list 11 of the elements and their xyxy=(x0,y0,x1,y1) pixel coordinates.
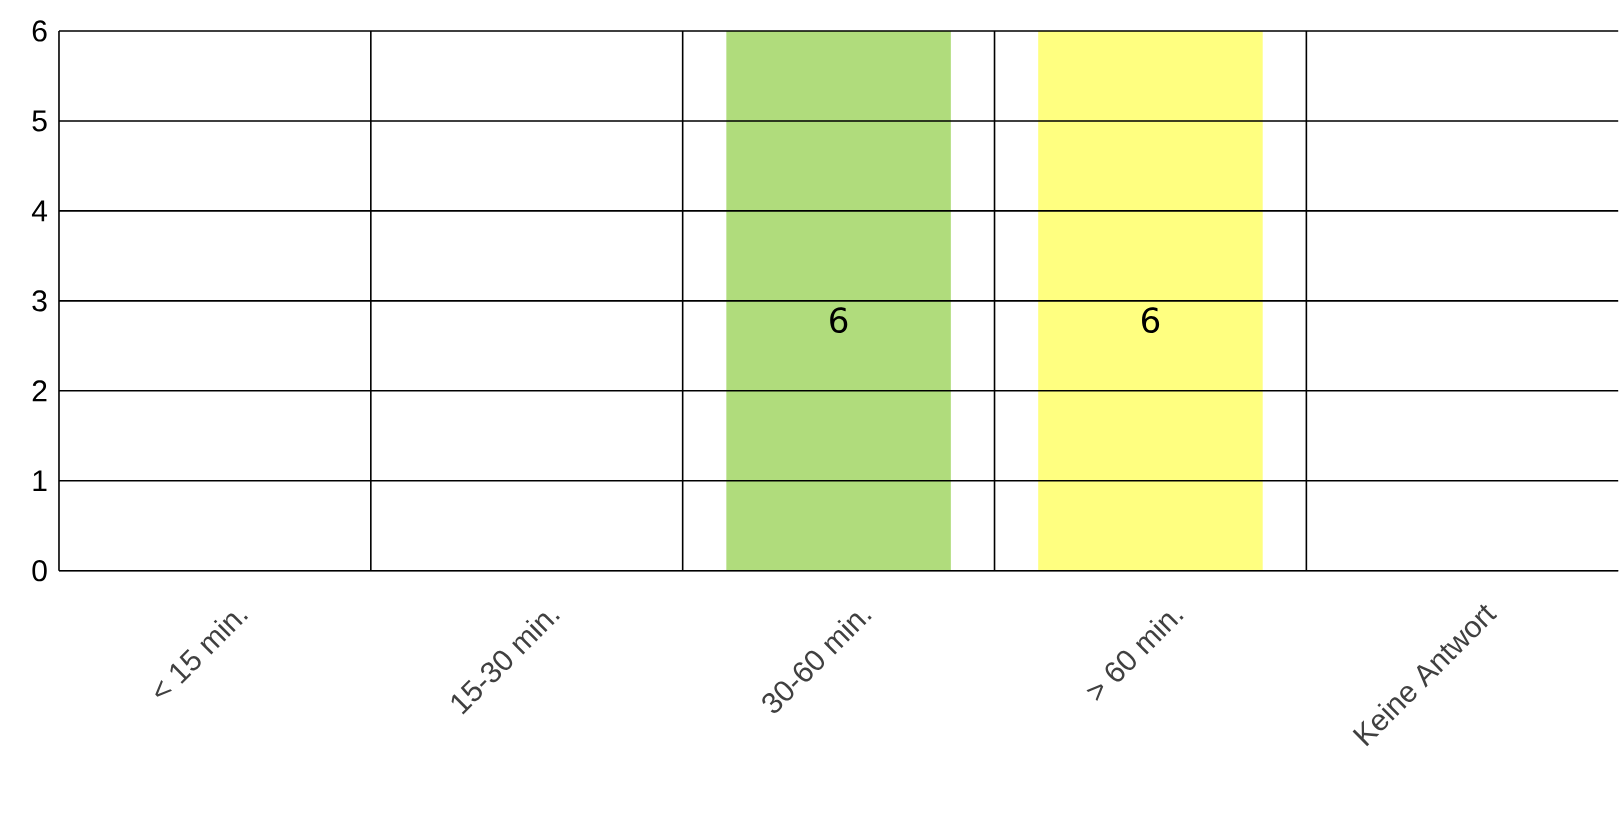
y-tick-label: 2 xyxy=(32,380,47,402)
y-tick-label: 3 xyxy=(32,290,47,312)
x-tick-label: < 15 min. xyxy=(155,613,249,697)
data-label: 6 xyxy=(830,307,848,334)
y-tick-label: 4 xyxy=(31,200,48,222)
data-label: 6 xyxy=(1142,307,1160,334)
y-tick-label: 0 xyxy=(32,560,47,582)
y-tick-label: 5 xyxy=(32,110,47,132)
y-tick-label: 1 xyxy=(33,470,47,492)
y-tick-label: 6 xyxy=(32,20,47,42)
x-tick-label: > 60 min. xyxy=(1086,613,1184,702)
